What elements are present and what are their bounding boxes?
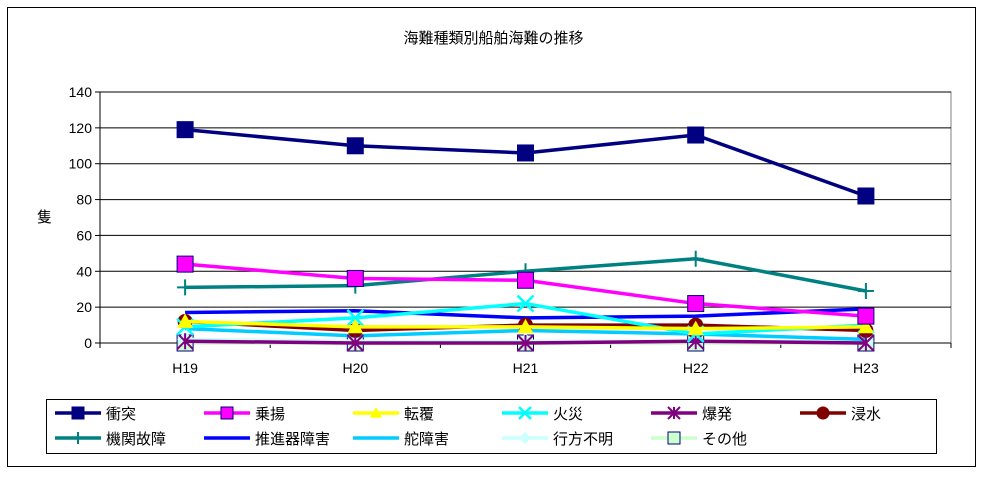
y-tick-label: 120 xyxy=(69,120,93,136)
plot-area: 0 20 40 60 80 100 120 140 H19 H20 H21 H22 H23 xyxy=(69,84,952,376)
legend-marker xyxy=(71,406,85,420)
data-point xyxy=(346,334,365,352)
legend-key xyxy=(204,406,250,420)
legend-label: 機関故障 xyxy=(106,429,167,448)
legend-item: 機関故障 xyxy=(53,427,166,449)
data-point xyxy=(346,309,365,327)
data-point xyxy=(347,318,364,334)
x-tick-label: H23 xyxy=(853,360,879,376)
legend-marker xyxy=(667,431,681,445)
legend-label: その他 xyxy=(702,429,748,448)
data-point xyxy=(857,187,875,205)
legend-label: 乗揚 xyxy=(255,404,286,423)
data-point xyxy=(346,137,364,155)
data-point xyxy=(686,332,705,350)
data-point xyxy=(177,279,194,296)
y-tick-label: 80 xyxy=(76,192,92,208)
x-tick-label: H22 xyxy=(683,360,709,376)
legend-key xyxy=(502,432,548,444)
data-point xyxy=(517,144,534,162)
x-tick-label: H19 xyxy=(172,360,198,376)
legend-marker xyxy=(518,406,532,420)
y-tick-label: 140 xyxy=(69,84,93,100)
legend-label: 衝突 xyxy=(106,404,137,423)
data-point xyxy=(346,269,364,287)
y-tick-label: 60 xyxy=(76,227,92,243)
legend-key xyxy=(55,406,101,420)
legend-key xyxy=(353,436,399,440)
plot-background xyxy=(99,91,952,344)
data-point xyxy=(516,294,535,313)
data-point xyxy=(516,334,535,352)
series-1 xyxy=(176,121,875,205)
legend-key xyxy=(651,406,697,420)
legend-item: 行方不明 xyxy=(500,427,613,449)
legend-key xyxy=(651,431,697,445)
data-point xyxy=(176,255,194,273)
legend-item: 推進器障害 xyxy=(202,427,330,449)
data-point xyxy=(687,320,704,336)
legend-marker xyxy=(667,406,681,420)
data-point xyxy=(687,126,705,144)
legend-key xyxy=(502,406,548,420)
legend-marker xyxy=(220,406,234,420)
legend-key xyxy=(353,407,399,418)
data-point xyxy=(687,250,704,267)
legend-item: 火災 xyxy=(500,402,583,424)
y-tick-label: 20 xyxy=(76,299,92,315)
x-tick-label: H20 xyxy=(342,360,368,376)
legend-label: 行方不明 xyxy=(553,429,614,448)
y-tick-label: 0 xyxy=(84,335,92,351)
legend-label: 爆発 xyxy=(702,404,733,423)
legend-label: 推進器障害 xyxy=(255,429,331,448)
series-5 xyxy=(176,332,875,352)
series-2 xyxy=(176,255,875,325)
legend-item: 衝突 xyxy=(53,402,136,424)
legend-marker xyxy=(519,432,531,444)
legend-item: 乗揚 xyxy=(202,402,285,424)
legend-key xyxy=(800,406,846,420)
y-tick-label: 100 xyxy=(69,156,93,172)
legend-key xyxy=(204,436,250,440)
legend-item: その他 xyxy=(649,427,747,449)
data-point xyxy=(176,332,194,350)
y-tick-label: 40 xyxy=(76,263,92,279)
x-tick-label: H21 xyxy=(513,360,539,376)
legend-item: 転覆 xyxy=(351,402,434,424)
data-point xyxy=(857,307,875,325)
data-point xyxy=(687,295,705,313)
data-point xyxy=(177,313,194,328)
legend-label: 浸水 xyxy=(851,404,882,423)
chart-title: 海難種類別船舶海難の推移 xyxy=(403,29,584,47)
data-point xyxy=(857,318,874,334)
legend-label: 転覆 xyxy=(404,404,435,423)
data-point xyxy=(517,318,534,334)
legend-key xyxy=(55,432,101,444)
legend-marker xyxy=(370,407,382,418)
legend-marker xyxy=(816,406,830,420)
legend-item: 舵障害 xyxy=(351,427,449,449)
legend-label: 舵障害 xyxy=(404,429,450,448)
series-7 xyxy=(177,250,874,300)
y-axis-label: 隻 xyxy=(37,208,53,226)
data-point xyxy=(517,271,534,289)
series-3 xyxy=(177,313,874,336)
legend-label: 火災 xyxy=(553,404,584,423)
legend-marker xyxy=(72,432,84,444)
data-point xyxy=(857,283,874,300)
data-point xyxy=(176,121,194,139)
data-point xyxy=(857,334,875,352)
legend-item: 爆発 xyxy=(649,402,732,424)
legend: 衝突 乗揚 転覆 火災 爆発 浸水機関故障 推進器障害 舵障害 行方不明 その他 xyxy=(46,399,937,454)
legend-item: 浸水 xyxy=(798,402,881,424)
